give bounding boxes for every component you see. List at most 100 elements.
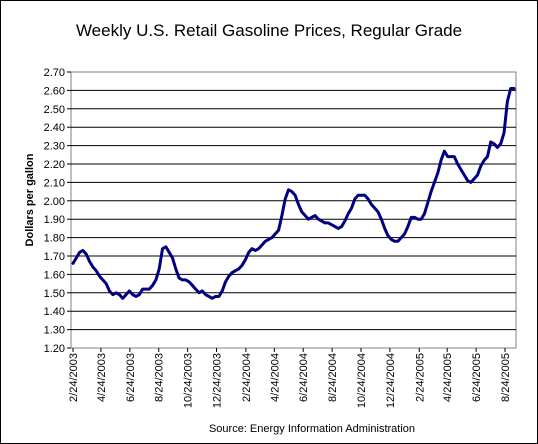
- data-point: [400, 236, 403, 239]
- data-point: [370, 203, 373, 206]
- x-tick-label: 6/24/2005: [471, 353, 483, 402]
- data-point: [476, 174, 479, 176]
- y-tick-label: 2.10: [44, 177, 65, 189]
- data-point: [211, 297, 214, 300]
- data-point: [446, 155, 449, 158]
- data-point: [108, 290, 111, 292]
- y-tick-label: 2.70: [44, 67, 65, 79]
- data-point: [506, 100, 509, 103]
- data-point: [486, 155, 489, 158]
- x-tick-label: 4/24/2003: [96, 353, 108, 402]
- data-point: [403, 233, 406, 235]
- data-point: [204, 293, 207, 296]
- y-tick-label: 2.20: [44, 159, 65, 171]
- data-point: [310, 216, 313, 219]
- data-point: [72, 262, 74, 265]
- data-point: [397, 240, 399, 243]
- y-tick-label: 1.40: [44, 306, 65, 318]
- data-point: [277, 229, 280, 232]
- x-tick-label: 12/24/2003: [212, 353, 224, 408]
- data-point: [161, 247, 164, 250]
- data-point: [271, 236, 273, 239]
- data-point: [407, 225, 409, 228]
- x-axis-ticks: 2/24/2003 4/24/2003 6/24/2003 8/24/2003 10/2…: [68, 348, 512, 408]
- x-tick-label: 4/24/2004: [269, 353, 281, 402]
- x-tick-label: 6/24/2004: [298, 353, 310, 402]
- data-point: [463, 174, 466, 176]
- data-point: [307, 218, 310, 220]
- data-point: [178, 277, 180, 279]
- data-point: [420, 218, 422, 220]
- data-point: [184, 279, 187, 281]
- plot-area: [70, 71, 517, 349]
- data-point: [257, 247, 260, 250]
- x-tick-label: 8/24/2004: [327, 353, 339, 402]
- data-point: [194, 288, 197, 290]
- data-point: [493, 142, 495, 145]
- data-point: [363, 194, 366, 197]
- data-point: [417, 218, 419, 220]
- data-point: [460, 168, 462, 171]
- data-point: [174, 268, 177, 270]
- data-point: [171, 257, 174, 259]
- data-point: [105, 282, 107, 285]
- data-point: [264, 240, 267, 243]
- data-point: [509, 87, 512, 90]
- data-point: [135, 295, 137, 298]
- data-point: [284, 198, 287, 200]
- price-series: [71, 87, 516, 300]
- data-point: [320, 220, 323, 222]
- data-point: [499, 142, 502, 145]
- data-point: [138, 293, 141, 296]
- data-point: [373, 207, 376, 209]
- data-point: [480, 165, 482, 167]
- data-point: [513, 87, 515, 90]
- data-point: [78, 251, 81, 254]
- data-point: [387, 234, 389, 237]
- x-tick-label: 2/24/2004: [241, 353, 253, 402]
- data-point: [214, 295, 217, 298]
- data-point: [241, 264, 243, 267]
- data-point: [237, 268, 240, 270]
- data-point: [297, 203, 300, 206]
- data-point: [131, 293, 134, 296]
- y-tick-label: 2.60: [44, 85, 65, 97]
- data-point: [324, 222, 326, 224]
- data-point: [440, 159, 442, 162]
- data-point: [128, 290, 131, 292]
- y-axis-ticks: 1.20 1.30 1.40 1.50 1.60 1.70 1.80 1.90 2.00 2.10…: [44, 67, 71, 355]
- data-point: [198, 292, 200, 294]
- x-tick-label: 8/24/2003: [154, 353, 166, 402]
- data-point: [95, 269, 98, 272]
- data-point: [304, 214, 306, 217]
- data-point: [141, 288, 144, 290]
- data-point: [287, 188, 290, 191]
- data-point: [367, 198, 369, 200]
- data-point: [357, 194, 359, 197]
- data-point: [350, 207, 353, 209]
- data-point: [317, 218, 320, 220]
- data-point: [337, 227, 340, 230]
- y-tick-label: 1.50: [44, 288, 65, 300]
- y-axis-label: Dollars per gallon: [24, 153, 36, 246]
- data-point: [168, 251, 170, 254]
- data-point: [300, 211, 303, 213]
- y-tick-label: 1.60: [44, 269, 65, 281]
- x-tick-label: 6/24/2003: [125, 353, 137, 402]
- y-tick-label: 2.00: [44, 196, 65, 208]
- data-point: [430, 190, 432, 193]
- data-point: [470, 181, 472, 184]
- y-tick-label: 1.90: [44, 214, 65, 226]
- x-tick-label: 10/24/2004: [356, 353, 368, 408]
- data-point: [148, 288, 151, 290]
- chart-title: Weekly U.S. Retail Gasoline Prices, Regu…: [76, 21, 462, 40]
- data-point: [82, 249, 84, 252]
- data-point: [354, 198, 356, 200]
- data-point: [433, 181, 436, 184]
- data-point: [489, 141, 492, 143]
- data-point: [151, 284, 154, 287]
- data-point: [228, 275, 230, 278]
- y-tick-label: 2.30: [44, 141, 65, 153]
- data-point: [423, 212, 426, 215]
